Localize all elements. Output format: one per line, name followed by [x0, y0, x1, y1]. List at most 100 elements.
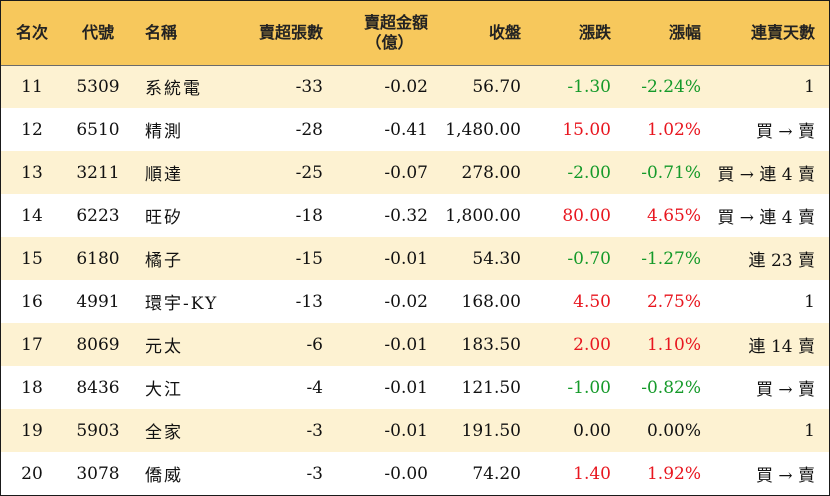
- sell-amount-cell: -0.01: [384, 334, 428, 355]
- code-cell: 6510: [76, 119, 120, 140]
- sell-lots-cell: -6: [306, 334, 323, 355]
- close-cell: 121.50: [461, 377, 521, 398]
- sell-amount-cell: -0.01: [384, 377, 428, 398]
- change-cell: 0.00: [573, 420, 611, 441]
- table-row[interactable]: 20 3078 僑威 -3 -0.00 74.20 1.40 1.92% 買 → 賣: [1, 452, 829, 495]
- table-row[interactable]: 16 4991 環宇-KY -13 -0.02 168.00 4.50 2.75% 1: [1, 280, 829, 323]
- change-pct-cell: 1.92%: [646, 463, 701, 484]
- rank-cell: 17: [21, 334, 43, 355]
- name-cell: 橘子: [145, 251, 183, 271]
- change-cell: -2.00: [567, 162, 611, 183]
- close-cell: 191.50: [461, 420, 521, 441]
- header-sell-amount-line1: 賣超金額: [363, 12, 428, 32]
- table-row[interactable]: 14 6223 旺矽 -18 -0.32 1,800.00 80.00 4.65% 買 → 連 …: [1, 194, 829, 237]
- rank-cell: 18: [21, 377, 43, 398]
- close-cell: 168.00: [461, 291, 521, 312]
- change-pct-cell: 0.00%: [646, 420, 701, 441]
- code-cell: 8069: [76, 334, 120, 355]
- sell-amount-cell: -0.32: [384, 205, 428, 226]
- name-cell: 全家: [145, 423, 183, 443]
- rank-cell: 12: [21, 119, 43, 140]
- streak-cell: 連 14 賣: [748, 337, 815, 357]
- change-pct-cell: -0.71%: [641, 162, 701, 183]
- code-cell: 4991: [76, 291, 120, 312]
- change-pct-cell: 1.10%: [646, 334, 701, 355]
- sell-lots-cell: -28: [295, 119, 323, 140]
- table-row[interactable]: 11 5309 系統電 -33 -0.02 56.70 -1.30 -2.24% 1: [1, 65, 829, 108]
- name-cell: 系統電: [145, 79, 202, 100]
- code-cell: 3211: [76, 162, 120, 183]
- change-cell: 15.00: [562, 119, 611, 140]
- sell-lots-cell: -3: [306, 420, 323, 441]
- change-pct-cell: 2.75%: [646, 291, 701, 312]
- table-row[interactable]: 19 5903 全家 -3 -0.01 191.50 0.00 0.00% 1: [1, 409, 829, 452]
- header-change[interactable]: 漲跌: [527, 1, 617, 66]
- code-cell: 5309: [76, 76, 120, 97]
- change-pct-cell: 4.65%: [646, 205, 701, 226]
- change-cell: -1.00: [567, 377, 611, 398]
- change-cell: 2.00: [573, 334, 611, 355]
- sell-lots-cell: -15: [295, 248, 323, 269]
- header-code[interactable]: 代號: [63, 1, 133, 66]
- header-sell-amount-unit: （億）: [365, 32, 414, 52]
- table-header: 名次 代號 名稱 賣超張數 賣超金額 （億） 收盤 漲跌 漲幅 連賣天數: [1, 1, 829, 66]
- name-cell: 大江: [145, 380, 183, 400]
- close-cell: 56.70: [472, 76, 521, 97]
- rank-cell: 14: [21, 205, 43, 226]
- rank-cell: 13: [21, 162, 43, 183]
- change-cell: -0.70: [567, 248, 611, 269]
- header-sell-lots[interactable]: 賣超張數: [229, 1, 329, 66]
- table-row[interactable]: 13 3211 順達 -25 -0.07 278.00 -2.00 -0.71% 買 → 連 4…: [1, 151, 829, 194]
- header-row: 名次 代號 名稱 賣超張數 賣超金額 （億） 收盤 漲跌 漲幅 連賣天數: [1, 1, 829, 66]
- streak-cell: 1: [804, 420, 815, 441]
- sell-amount-cell: -0.02: [384, 291, 428, 312]
- close-cell: 278.00: [461, 162, 521, 183]
- header-change-pct[interactable]: 漲幅: [617, 1, 707, 66]
- change-cell: -1.30: [567, 76, 611, 97]
- name-cell: 旺矽: [145, 208, 183, 228]
- sell-amount-cell: -0.01: [384, 420, 428, 441]
- sell-lots-cell: -4: [306, 377, 323, 398]
- close-cell: 183.50: [461, 334, 521, 355]
- code-cell: 3078: [76, 463, 120, 484]
- header-sell-amount[interactable]: 賣超金額 （億）: [329, 1, 434, 66]
- change-pct-cell: 1.02%: [646, 119, 701, 140]
- name-cell: 精測: [145, 122, 183, 142]
- streak-cell: 1: [804, 291, 815, 312]
- table-row[interactable]: 12 6510 精測 -28 -0.41 1,480.00 15.00 1.02% 買 → 賣: [1, 108, 829, 151]
- sell-lots-cell: -33: [295, 76, 323, 97]
- streak-cell: 買 → 連 4 賣: [717, 165, 815, 185]
- change-pct-cell: -0.82%: [641, 377, 701, 398]
- code-cell: 5903: [76, 420, 120, 441]
- sell-lots-cell: -3: [306, 463, 323, 484]
- rank-cell: 19: [21, 420, 43, 441]
- header-close[interactable]: 收盤: [434, 1, 527, 66]
- header-name[interactable]: 名稱: [133, 1, 229, 66]
- streak-cell: 買 → 連 4 賣: [717, 208, 815, 228]
- streak-cell: 買 → 賣: [755, 466, 815, 486]
- table-row[interactable]: 15 6180 橘子 -15 -0.01 54.30 -0.70 -1.27% 連 23 賣: [1, 237, 829, 280]
- streak-cell: 買 → 賣: [755, 122, 815, 142]
- table-body: 11 5309 系統電 -33 -0.02 56.70 -1.30 -2.24% 1 12 6510…: [1, 65, 829, 495]
- header-rank[interactable]: 名次: [1, 1, 63, 66]
- change-cell: 80.00: [562, 205, 611, 226]
- sell-amount-cell: -0.41: [384, 119, 428, 140]
- name-cell: 順達: [145, 165, 183, 185]
- sell-amount-cell: -0.07: [384, 162, 428, 183]
- table-row[interactable]: 18 8436 大江 -4 -0.01 121.50 -1.00 -0.82% 買 → 賣: [1, 366, 829, 409]
- code-cell: 6180: [76, 248, 120, 269]
- sell-lots-cell: -13: [295, 291, 323, 312]
- rank-cell: 15: [21, 248, 43, 269]
- code-cell: 8436: [76, 377, 120, 398]
- name-cell: 僑威: [145, 466, 183, 486]
- table-row[interactable]: 17 8069 元太 -6 -0.01 183.50 2.00 1.10% 連 14 賣: [1, 323, 829, 366]
- name-cell: 環宇-KY: [145, 294, 219, 314]
- rank-cell: 16: [21, 291, 43, 312]
- header-streak[interactable]: 連賣天數: [707, 1, 829, 66]
- streak-cell: 買 → 賣: [755, 380, 815, 400]
- close-cell: 54.30: [472, 248, 521, 269]
- change-cell: 1.40: [573, 463, 611, 484]
- change-pct-cell: -2.24%: [641, 76, 701, 97]
